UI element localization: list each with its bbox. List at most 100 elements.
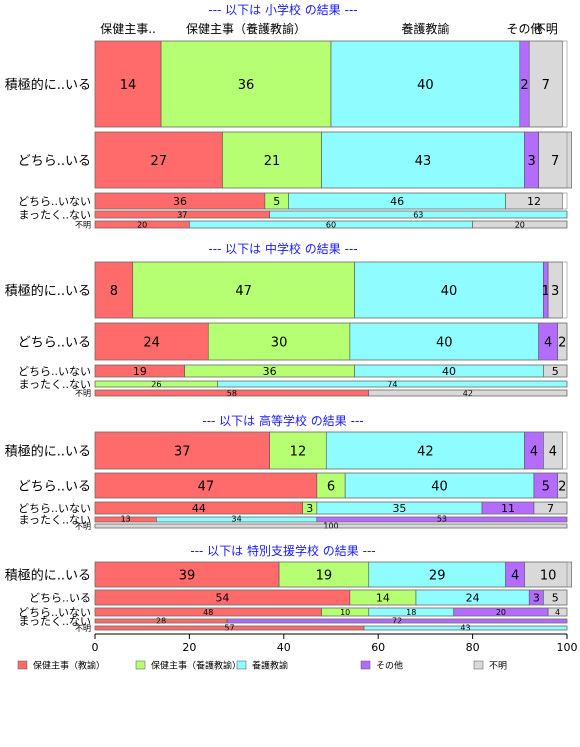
- bar-row: どちら..いない 48 10 18 20 4: [18, 606, 568, 619]
- bar-row: どちら..いる 47 6 40 5 2: [18, 472, 568, 499]
- bar-segment: [316, 472, 346, 499]
- data-label: 34: [232, 514, 242, 523]
- data-label: 53: [437, 514, 447, 523]
- bar-frame: [94, 389, 568, 397]
- data-label: 46: [390, 195, 404, 208]
- data-label: 2: [558, 479, 566, 494]
- row-label: まったく..ない: [18, 615, 91, 628]
- data-label: 4: [511, 568, 519, 583]
- bar-segment: [538, 131, 573, 189]
- bar-row: 不明 58 42: [75, 389, 568, 398]
- legend-label: 養護教諭: [252, 660, 288, 672]
- data-label: 3: [533, 592, 540, 605]
- bar-frame: [94, 589, 568, 606]
- data-label: 7: [542, 78, 550, 93]
- row-label: どちら..いる: [18, 335, 91, 350]
- bar-row: 積極的に..いる 14 36 40 2 7: [5, 40, 568, 128]
- panel-title: --- 以下は 小学校 の結果 ---: [208, 2, 357, 17]
- legend-swatch: [360, 660, 371, 670]
- x-tick-label: 80: [466, 641, 480, 654]
- data-label: 47: [235, 284, 252, 299]
- bar-segment: [132, 261, 355, 319]
- x-tick-label: 60: [371, 641, 385, 654]
- bar-row: 不明 20 60 20: [75, 220, 568, 230]
- data-label: 27: [150, 154, 167, 169]
- bar-segment: [207, 322, 351, 361]
- data-label: 18: [406, 608, 416, 617]
- data-label: 40: [441, 284, 458, 299]
- bar-segment: [278, 561, 370, 588]
- row-label: どちら..いない: [18, 195, 91, 208]
- data-label: 12: [527, 195, 541, 208]
- row-label: どちら..いる: [18, 479, 91, 494]
- bar-frame: [94, 523, 568, 529]
- panel: --- 以下は 小学校 の結果 --- 積極的に..いる 14 36 40 2 7 どちら..…: [5, 2, 573, 230]
- data-label: 10: [540, 568, 557, 583]
- column-header: その他: [507, 22, 543, 36]
- data-label: 4: [530, 444, 538, 459]
- bar-row: どちら..いる 27 21 43 3 7: [18, 131, 573, 189]
- row-label: どちら..いない: [18, 365, 91, 378]
- column-header: 保健主事（養護教諭）: [186, 21, 306, 36]
- panel: --- 以下は 特別支援学校 の結果 ---積極的に..いる 39 19 29 4 10ど…: [5, 543, 573, 633]
- bar-row: まったく..ない 37 63: [18, 209, 568, 222]
- data-label: 19: [316, 568, 333, 583]
- data-label: 7: [551, 154, 559, 169]
- data-label: 5: [552, 592, 559, 605]
- data-label: 54: [215, 592, 229, 605]
- bar-frame: [94, 516, 568, 523]
- data-label: 24: [466, 592, 480, 605]
- bar-frame: [94, 261, 568, 319]
- legend-label: 不明: [489, 661, 507, 672]
- bar-frame: [94, 501, 568, 515]
- row-label: 積極的に..いる: [5, 443, 91, 459]
- legend-label: その他: [376, 660, 403, 672]
- bar-frame: [94, 380, 568, 388]
- data-label: 14: [376, 592, 390, 605]
- data-label: 26: [151, 380, 161, 389]
- data-label: 19: [133, 365, 147, 378]
- bar-row: どちら..いない 19 36 40 5: [18, 364, 568, 378]
- bar-row: どちら..いない 36 5 46 12: [18, 192, 568, 210]
- data-label: 5: [542, 479, 550, 494]
- panel: --- 以下は 高等学校 の結果 ---積極的に..いる 37 12 42 4 4どちら.…: [5, 413, 568, 531]
- data-label: 43: [415, 154, 432, 169]
- panel-title: --- 以下は 特別支援学校 の結果 ---: [190, 543, 375, 558]
- data-label: 57: [224, 623, 234, 632]
- x-axis: 0 20 40 60 80 100: [92, 633, 578, 654]
- data-label: 5: [273, 195, 280, 208]
- data-label: 40: [417, 78, 434, 93]
- data-label: 3: [527, 154, 535, 169]
- row-label: 不明: [75, 624, 91, 633]
- bar-row: まったく..ない 26 74: [18, 378, 568, 391]
- data-label: 6: [327, 479, 335, 494]
- data-label: 74: [387, 380, 397, 389]
- bar-row: どちら..いる 24 30 40 4 2: [18, 322, 568, 361]
- data-label: 1: [542, 284, 550, 299]
- bar-segment: [321, 131, 525, 189]
- row-label: 積極的に..いる: [5, 77, 91, 93]
- bar-frame: [94, 220, 568, 229]
- bar-row: どちら..いる 54 14 24 3 5: [29, 589, 568, 606]
- data-label: 43: [460, 623, 470, 632]
- bar-row: 積極的に..いる 8 47 40 1 3: [5, 261, 568, 319]
- bar-row: 積極的に..いる 37 12 42 4 4: [5, 431, 568, 470]
- data-label: 42: [463, 389, 473, 398]
- data-label: 58: [227, 389, 237, 398]
- data-label: 30: [271, 335, 288, 350]
- data-label: 37: [174, 444, 191, 459]
- bar-row: 積極的に..いる 39 19 29 4 10: [5, 561, 573, 588]
- bar-frame: [94, 618, 568, 624]
- data-label: 4: [555, 608, 560, 617]
- data-label: 4: [544, 335, 552, 350]
- bar-frame: [94, 561, 568, 588]
- data-label: 2: [558, 335, 566, 350]
- bar-row: まったく..ない 28 72: [18, 615, 568, 628]
- row-label: 不明: [75, 221, 91, 230]
- data-label: 63: [413, 211, 423, 220]
- row-label: まったく..ない: [18, 514, 91, 527]
- bar-frame: [94, 472, 568, 499]
- panel-title: --- 以下は 中学校 の結果 ---: [208, 241, 357, 256]
- data-label: 36: [263, 365, 277, 378]
- bar-frame: [94, 131, 568, 189]
